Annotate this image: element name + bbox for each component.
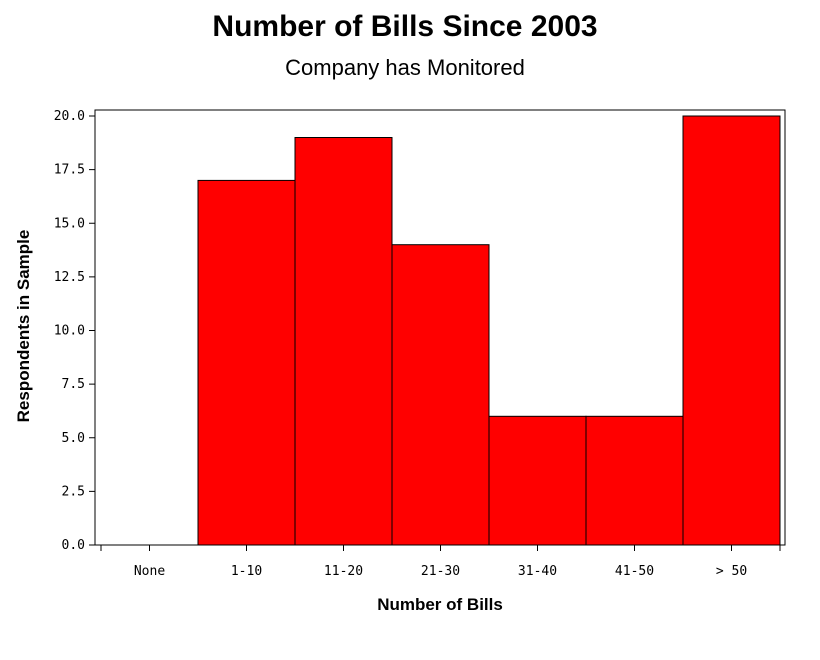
y-tick-label: 15.0 <box>54 216 85 231</box>
y-tick-label: 0.0 <box>62 538 85 553</box>
chart-title: Number of Bills Since 2003 <box>212 10 598 43</box>
x-tick-label: 41-50 <box>615 564 654 579</box>
y-axis: 0.0 2.5 5.0 7.5 10.0 12.5 15.0 17.5 20.0 <box>54 109 95 553</box>
x-tick-label: 11-20 <box>324 564 363 579</box>
chart-subtitle: Company has Monitored <box>285 55 525 80</box>
bar-41-50 <box>585 415 684 546</box>
x-tick-label: None <box>134 564 165 579</box>
x-tick-label: 1-10 <box>231 564 262 579</box>
x-axis-title: Number of Bills <box>377 595 503 614</box>
x-tick-label: 31-40 <box>518 564 557 579</box>
y-tick-label: 5.0 <box>62 431 85 446</box>
y-tick-label: 17.5 <box>54 163 85 178</box>
y-axis-title: Respondents in Sample <box>14 230 33 423</box>
y-tick-label: 20.0 <box>54 109 85 124</box>
y-tick-label: 12.5 <box>54 270 85 285</box>
bar-11-20 <box>294 137 393 546</box>
x-axis: None 1-10 11-20 21-30 31-40 41-50 > 50 <box>100 544 781 579</box>
x-tick-label: > 50 <box>716 564 747 579</box>
x-tick-label: 21-30 <box>421 564 460 579</box>
y-tick-label: 7.5 <box>62 377 85 392</box>
bar-31-40 <box>488 415 587 546</box>
bar-1-10 <box>197 179 296 546</box>
y-tick-label: 10.0 <box>54 324 85 339</box>
y-tick-label: 2.5 <box>62 484 85 499</box>
bar-21-30 <box>391 244 490 546</box>
bars-layer <box>197 115 781 546</box>
bar-50 <box>682 115 781 546</box>
